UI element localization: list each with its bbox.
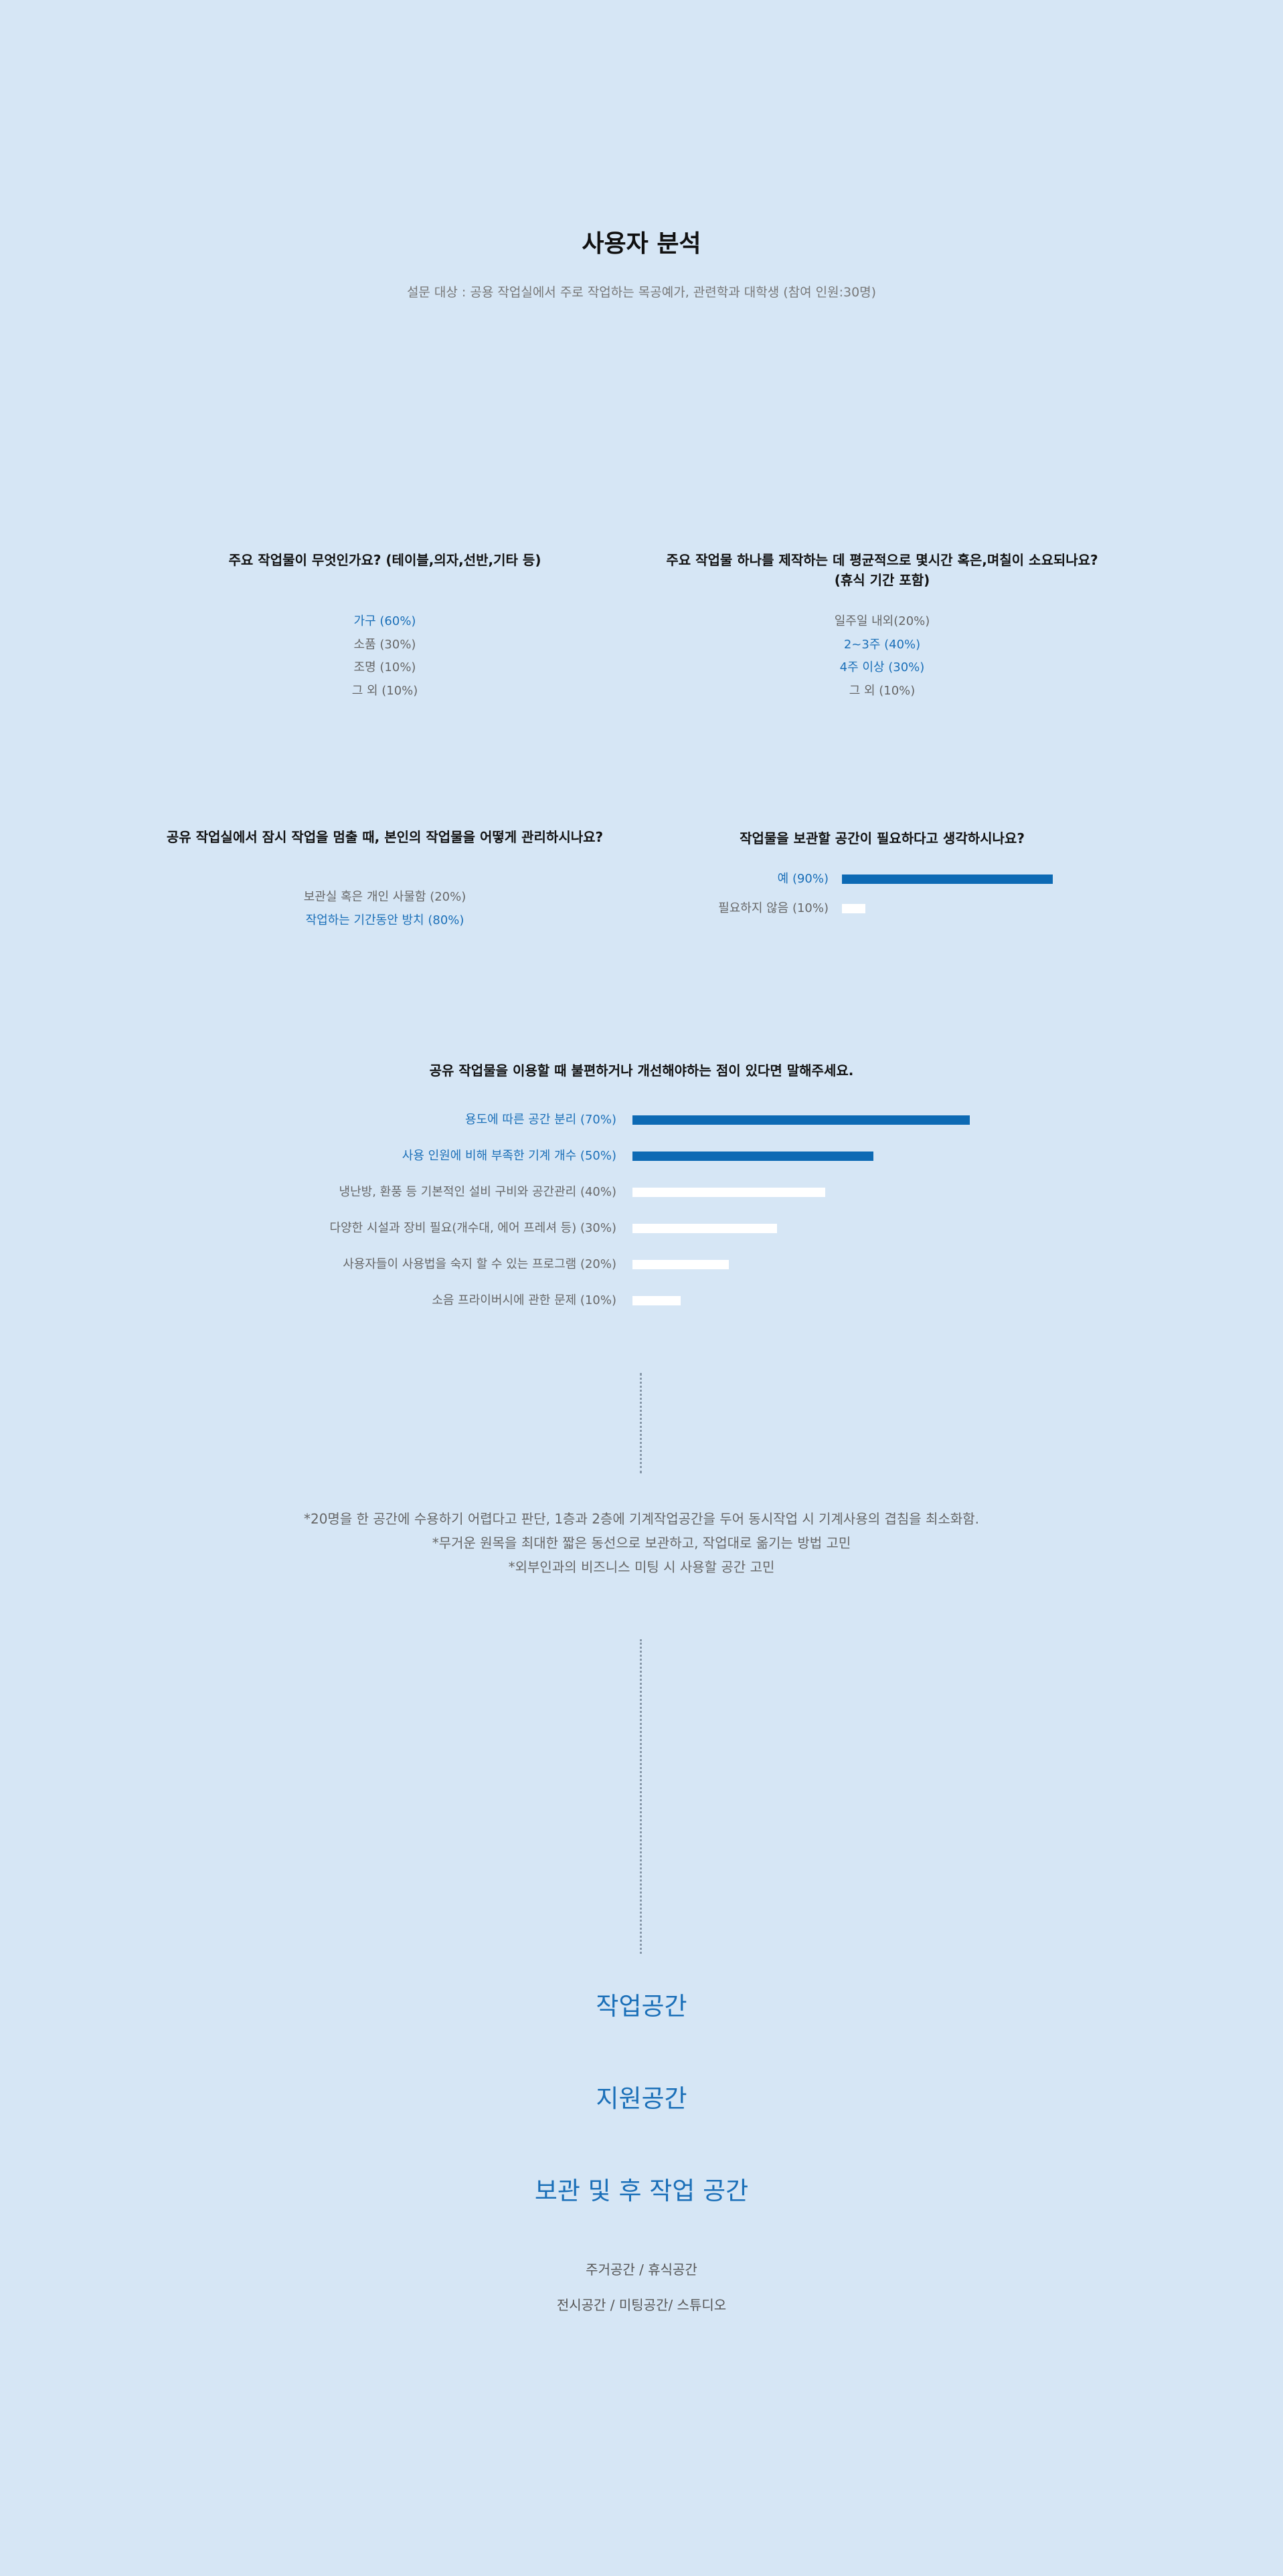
bar-label: 사용 인원에 비해 부족한 기계 개수 (50%) <box>402 1149 616 1163</box>
bar <box>632 1296 681 1305</box>
bar-label: 냉난방, 환풍 등 기본적인 설비 구비와 공간관리 (40%) <box>339 1185 616 1199</box>
design-notes: *20명을 한 공간에 수용하기 어렵다고 판단, 1층과 2층에 기계작업공간… <box>0 1507 1283 1579</box>
bar <box>632 1260 729 1269</box>
living-space-label: 주거공간 / 휴식공간 <box>586 2262 697 2278</box>
design-note: *외부인과의 비즈니스 미팅 시 사용할 공간 고민 <box>508 1559 775 1575</box>
q2-question-line1: 주요 작업물 하나를 제작하는 데 평균적으로 몇시간 혹은,며칠이 소요되나요… <box>666 552 1098 568</box>
storage-space-label: 보관 및 후 작업 공간 <box>534 2177 749 2205</box>
q1-option: 조명 (10%) <box>353 660 416 674</box>
exhibit-space-label: 전시공간 / 미팅공간/ 스튜디오 <box>556 2297 727 2313</box>
bar <box>632 1152 873 1161</box>
bar-label: 필요하지 않음 (10%) <box>718 901 829 915</box>
q4-question: 작업물을 보관할 공간이 필요하다고 생각하시나요? <box>740 830 1025 846</box>
bar-label: 용도에 따른 공간 분리 (70%) <box>465 1113 616 1127</box>
survey-subtitle: 설문 대상 : 공용 작업실에서 주로 작업하는 목공예가, 관련학과 대학생 … <box>406 285 877 300</box>
q1-option: 가구 (60%) <box>353 614 416 628</box>
support-space-label: 지원공간 <box>596 2084 687 2113</box>
q1-option: 그 외 (10%) <box>351 683 418 698</box>
dotted-divider <box>640 1639 642 1954</box>
q3-option: 보관실 혹은 개인 사물함 (20%) <box>303 890 466 904</box>
bar-label: 예 (90%) <box>777 872 829 886</box>
bar <box>632 1188 825 1197</box>
bar <box>842 875 1053 884</box>
q2-option: 2~3주 (40%) <box>843 637 921 652</box>
q2-option: 일주일 내외(20%) <box>834 614 930 628</box>
q2-question: 주요 작업물 하나를 제작하는 데 평균적으로 몇시간 혹은,며칠이 소요되나요… <box>614 550 1150 590</box>
q2-question-line2: (휴식 기간 포함) <box>834 572 930 588</box>
bar <box>842 904 865 913</box>
q2-option: 4주 이상 (30%) <box>839 660 925 674</box>
q2-option: 그 외 (10%) <box>849 683 916 698</box>
q1-options: 가구 (60%) 소품 (30%) 조명 (10%) 그 외 (10%) <box>117 610 653 703</box>
design-note: *20명을 한 공간에 수용하기 어렵다고 판단, 1층과 2층에 기계작업공간… <box>303 1511 980 1527</box>
bar <box>632 1224 777 1233</box>
q1-question: 주요 작업물이 무엇인가요? (테이블,의자,선반,기타 등) <box>228 552 541 568</box>
design-note: *무거운 원목을 최대한 짧은 동선으로 보관하고, 작업대로 옮기는 방법 고… <box>432 1535 851 1551</box>
bar <box>632 1115 970 1125</box>
storage-need-chart: 예 (90%) 필요하지 않음 (10%) <box>614 870 1150 930</box>
q5-question: 공유 작업물을 이용할 때 불편하거나 개선해야하는 점이 있다면 말해주세요. <box>429 1063 854 1079</box>
q3-options: 보관실 혹은 개인 사물함 (20%) 작업하는 기간동안 방치 (80%) <box>117 886 653 932</box>
bar-label: 다양한 시설과 장비 필요(개수대, 에어 프레셔 등) (30%) <box>329 1221 616 1235</box>
dotted-divider <box>640 1373 642 1473</box>
q1-option: 소품 (30%) <box>353 637 416 652</box>
work-space-label: 작업공간 <box>596 1992 687 2021</box>
q2-options: 일주일 내외(20%) 2~3주 (40%) 4주 이상 (30%) 그 외 (… <box>614 610 1150 703</box>
bar-label: 사용자들이 사용법을 숙지 할 수 있는 프로그램 (20%) <box>343 1257 616 1271</box>
bar-label: 소음 프라이버시에 관한 문제 (10%) <box>432 1293 616 1307</box>
improvement-chart: 용도에 따른 공간 분리 (70%) 사용 인원에 비해 부족한 기계 개수 (5… <box>0 1111 1283 1325</box>
q3-option: 작업하는 기간동안 방치 (80%) <box>305 913 464 927</box>
page-title: 사용자 분석 <box>582 230 701 258</box>
q3-question: 공유 작업실에서 잠시 작업을 멈출 때, 본인의 작업물을 어떻게 관리하시나… <box>166 829 604 845</box>
